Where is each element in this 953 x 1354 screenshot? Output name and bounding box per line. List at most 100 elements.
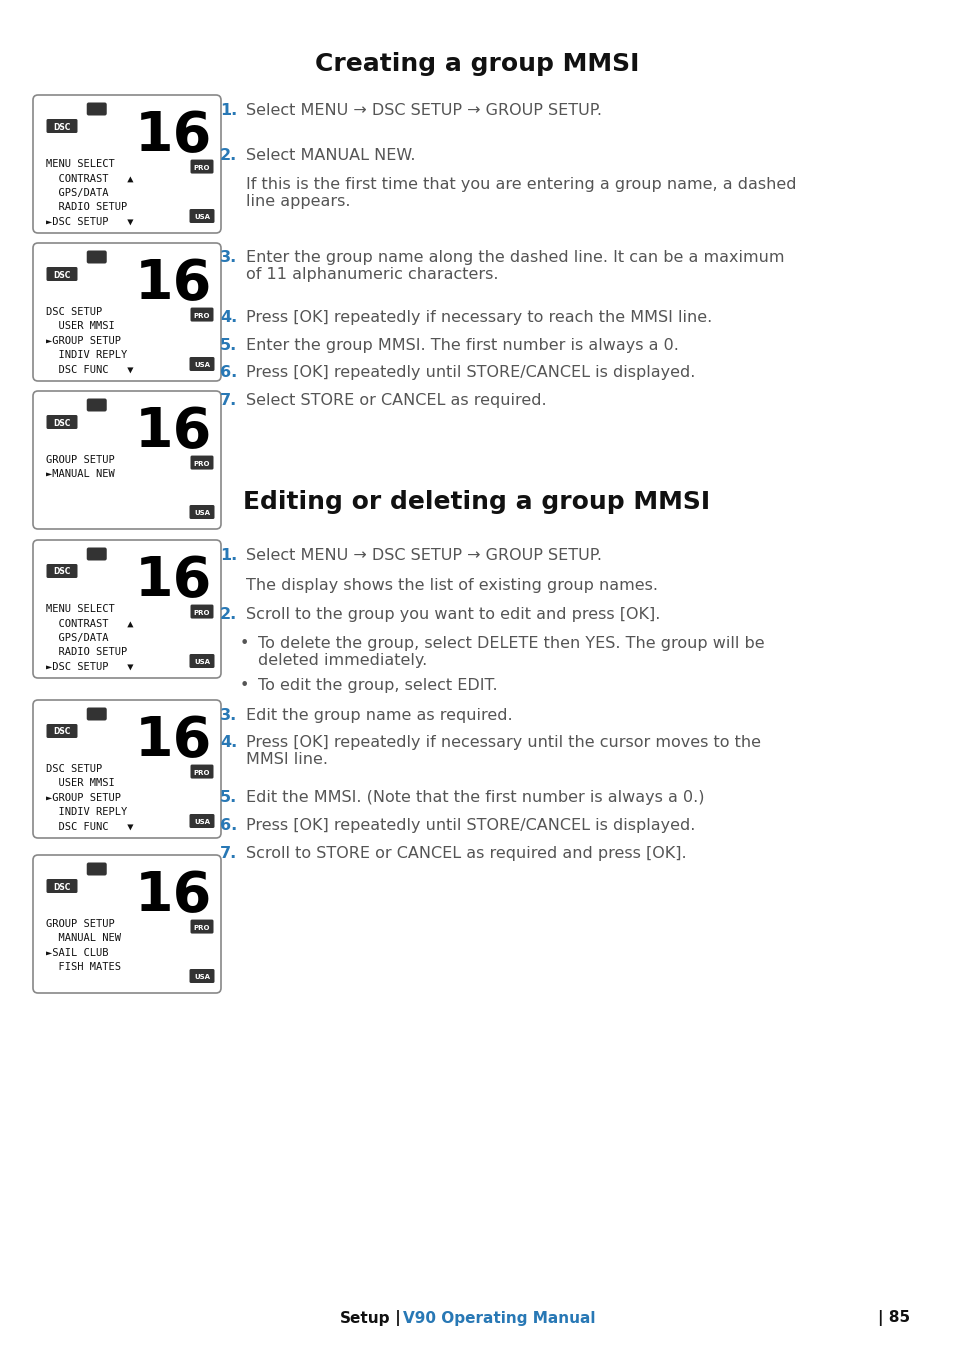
Text: Setup: Setup bbox=[339, 1311, 390, 1326]
Text: 5.: 5. bbox=[220, 789, 237, 806]
Text: CONTRAST   ▲: CONTRAST ▲ bbox=[46, 173, 133, 183]
FancyBboxPatch shape bbox=[87, 250, 107, 264]
Text: DSC SETUP: DSC SETUP bbox=[46, 764, 102, 774]
Text: ►GROUP SETUP: ►GROUP SETUP bbox=[46, 793, 121, 803]
Text: INDIV REPLY: INDIV REPLY bbox=[46, 807, 127, 818]
Text: 7.: 7. bbox=[220, 846, 237, 861]
Text: USA: USA bbox=[193, 510, 210, 516]
Text: Select STORE or CANCEL as required.: Select STORE or CANCEL as required. bbox=[246, 393, 546, 408]
Text: If this is the first time that you are entering a group name, a dashed
line appe: If this is the first time that you are e… bbox=[246, 177, 796, 210]
Text: Editing or deleting a group MMSI: Editing or deleting a group MMSI bbox=[243, 490, 710, 515]
Text: 3.: 3. bbox=[220, 708, 237, 723]
Text: ►SAIL CLUB: ►SAIL CLUB bbox=[46, 948, 109, 957]
Text: Press [OK] repeatedly if necessary until the cursor moves to the
MMSI line.: Press [OK] repeatedly if necessary until… bbox=[246, 735, 760, 768]
FancyBboxPatch shape bbox=[47, 414, 77, 429]
FancyBboxPatch shape bbox=[191, 765, 213, 779]
FancyBboxPatch shape bbox=[33, 242, 221, 380]
Text: USER MMSI: USER MMSI bbox=[46, 779, 114, 788]
FancyBboxPatch shape bbox=[33, 854, 221, 992]
FancyBboxPatch shape bbox=[47, 565, 77, 578]
FancyBboxPatch shape bbox=[47, 879, 77, 894]
Text: 16: 16 bbox=[134, 714, 212, 768]
Text: Select MANUAL NEW.: Select MANUAL NEW. bbox=[246, 148, 416, 162]
FancyBboxPatch shape bbox=[190, 654, 214, 668]
FancyBboxPatch shape bbox=[191, 919, 213, 933]
Text: 16: 16 bbox=[134, 405, 212, 459]
Text: 2.: 2. bbox=[220, 607, 237, 621]
Text: RADIO SETUP: RADIO SETUP bbox=[46, 647, 127, 658]
FancyBboxPatch shape bbox=[87, 708, 107, 720]
Text: GROUP SETUP: GROUP SETUP bbox=[46, 455, 114, 464]
Text: USA: USA bbox=[193, 819, 210, 825]
Text: 4.: 4. bbox=[220, 310, 237, 325]
Text: 6.: 6. bbox=[220, 818, 237, 833]
Text: USA: USA bbox=[193, 214, 210, 219]
Text: 1.: 1. bbox=[220, 103, 237, 118]
FancyBboxPatch shape bbox=[191, 455, 213, 470]
FancyBboxPatch shape bbox=[190, 814, 214, 829]
Text: GPS/DATA: GPS/DATA bbox=[46, 188, 109, 198]
FancyBboxPatch shape bbox=[87, 103, 107, 115]
FancyBboxPatch shape bbox=[87, 547, 107, 561]
Text: •: • bbox=[240, 678, 249, 693]
Text: 1.: 1. bbox=[220, 548, 237, 563]
Text: ►DSC SETUP   ▼: ►DSC SETUP ▼ bbox=[46, 662, 133, 672]
FancyBboxPatch shape bbox=[191, 160, 213, 173]
Text: GROUP SETUP: GROUP SETUP bbox=[46, 919, 114, 929]
FancyBboxPatch shape bbox=[33, 391, 221, 529]
Text: To delete the group, select DELETE then YES. The group will be
deleted immediate: To delete the group, select DELETE then … bbox=[257, 636, 763, 669]
Text: 16: 16 bbox=[134, 257, 212, 311]
Text: DSC: DSC bbox=[53, 271, 71, 279]
FancyBboxPatch shape bbox=[33, 95, 221, 233]
Text: DSC: DSC bbox=[53, 418, 71, 428]
Text: Press [OK] repeatedly until STORE/CANCEL is displayed.: Press [OK] repeatedly until STORE/CANCEL… bbox=[246, 366, 695, 380]
Text: CONTRAST   ▲: CONTRAST ▲ bbox=[46, 619, 133, 628]
Text: DSC FUNC   ▼: DSC FUNC ▼ bbox=[46, 364, 133, 375]
Text: 5.: 5. bbox=[220, 338, 237, 353]
Text: INDIV REPLY: INDIV REPLY bbox=[46, 351, 127, 360]
Text: Scroll to STORE or CANCEL as required and press [OK].: Scroll to STORE or CANCEL as required an… bbox=[246, 846, 686, 861]
Text: 16: 16 bbox=[134, 108, 212, 162]
Text: DSC SETUP: DSC SETUP bbox=[46, 307, 102, 317]
Text: PRO: PRO bbox=[193, 460, 210, 467]
Text: MANUAL NEW: MANUAL NEW bbox=[46, 933, 121, 944]
Text: PRO: PRO bbox=[193, 925, 210, 930]
Text: Press [OK] repeatedly until STORE/CANCEL is displayed.: Press [OK] repeatedly until STORE/CANCEL… bbox=[246, 818, 695, 833]
Text: •: • bbox=[240, 636, 249, 651]
FancyBboxPatch shape bbox=[33, 540, 221, 678]
Text: DSC: DSC bbox=[53, 122, 71, 131]
Text: DSC: DSC bbox=[53, 727, 71, 737]
Text: DSC FUNC   ▼: DSC FUNC ▼ bbox=[46, 822, 133, 831]
FancyBboxPatch shape bbox=[47, 267, 77, 282]
FancyBboxPatch shape bbox=[87, 398, 107, 412]
Text: ►GROUP SETUP: ►GROUP SETUP bbox=[46, 336, 121, 345]
Text: USA: USA bbox=[193, 659, 210, 665]
FancyBboxPatch shape bbox=[87, 862, 107, 876]
Text: 6.: 6. bbox=[220, 366, 237, 380]
Text: PRO: PRO bbox=[193, 313, 210, 318]
Text: USER MMSI: USER MMSI bbox=[46, 321, 114, 332]
FancyBboxPatch shape bbox=[191, 604, 213, 619]
Text: 16: 16 bbox=[134, 554, 212, 608]
Text: DSC: DSC bbox=[53, 567, 71, 577]
Text: ►DSC SETUP   ▼: ►DSC SETUP ▼ bbox=[46, 217, 133, 227]
Text: The display shows the list of existing group names.: The display shows the list of existing g… bbox=[246, 578, 658, 593]
Text: Creating a group MMSI: Creating a group MMSI bbox=[314, 51, 639, 76]
Text: 16: 16 bbox=[134, 869, 212, 923]
Text: DSC: DSC bbox=[53, 883, 71, 891]
FancyBboxPatch shape bbox=[190, 357, 214, 371]
Text: 4.: 4. bbox=[220, 735, 237, 750]
Text: ►MANUAL NEW: ►MANUAL NEW bbox=[46, 470, 114, 479]
Text: To edit the group, select EDIT.: To edit the group, select EDIT. bbox=[257, 678, 497, 693]
FancyBboxPatch shape bbox=[190, 969, 214, 983]
FancyBboxPatch shape bbox=[190, 209, 214, 223]
Text: RADIO SETUP: RADIO SETUP bbox=[46, 202, 127, 213]
Text: USA: USA bbox=[193, 974, 210, 980]
Text: |: | bbox=[390, 1311, 406, 1326]
Text: Edit the MMSI. (Note that the first number is always a 0.): Edit the MMSI. (Note that the first numb… bbox=[246, 789, 703, 806]
FancyBboxPatch shape bbox=[47, 119, 77, 133]
Text: PRO: PRO bbox=[193, 165, 210, 171]
FancyBboxPatch shape bbox=[190, 505, 214, 519]
Text: 7.: 7. bbox=[220, 393, 237, 408]
Text: 3.: 3. bbox=[220, 250, 237, 265]
